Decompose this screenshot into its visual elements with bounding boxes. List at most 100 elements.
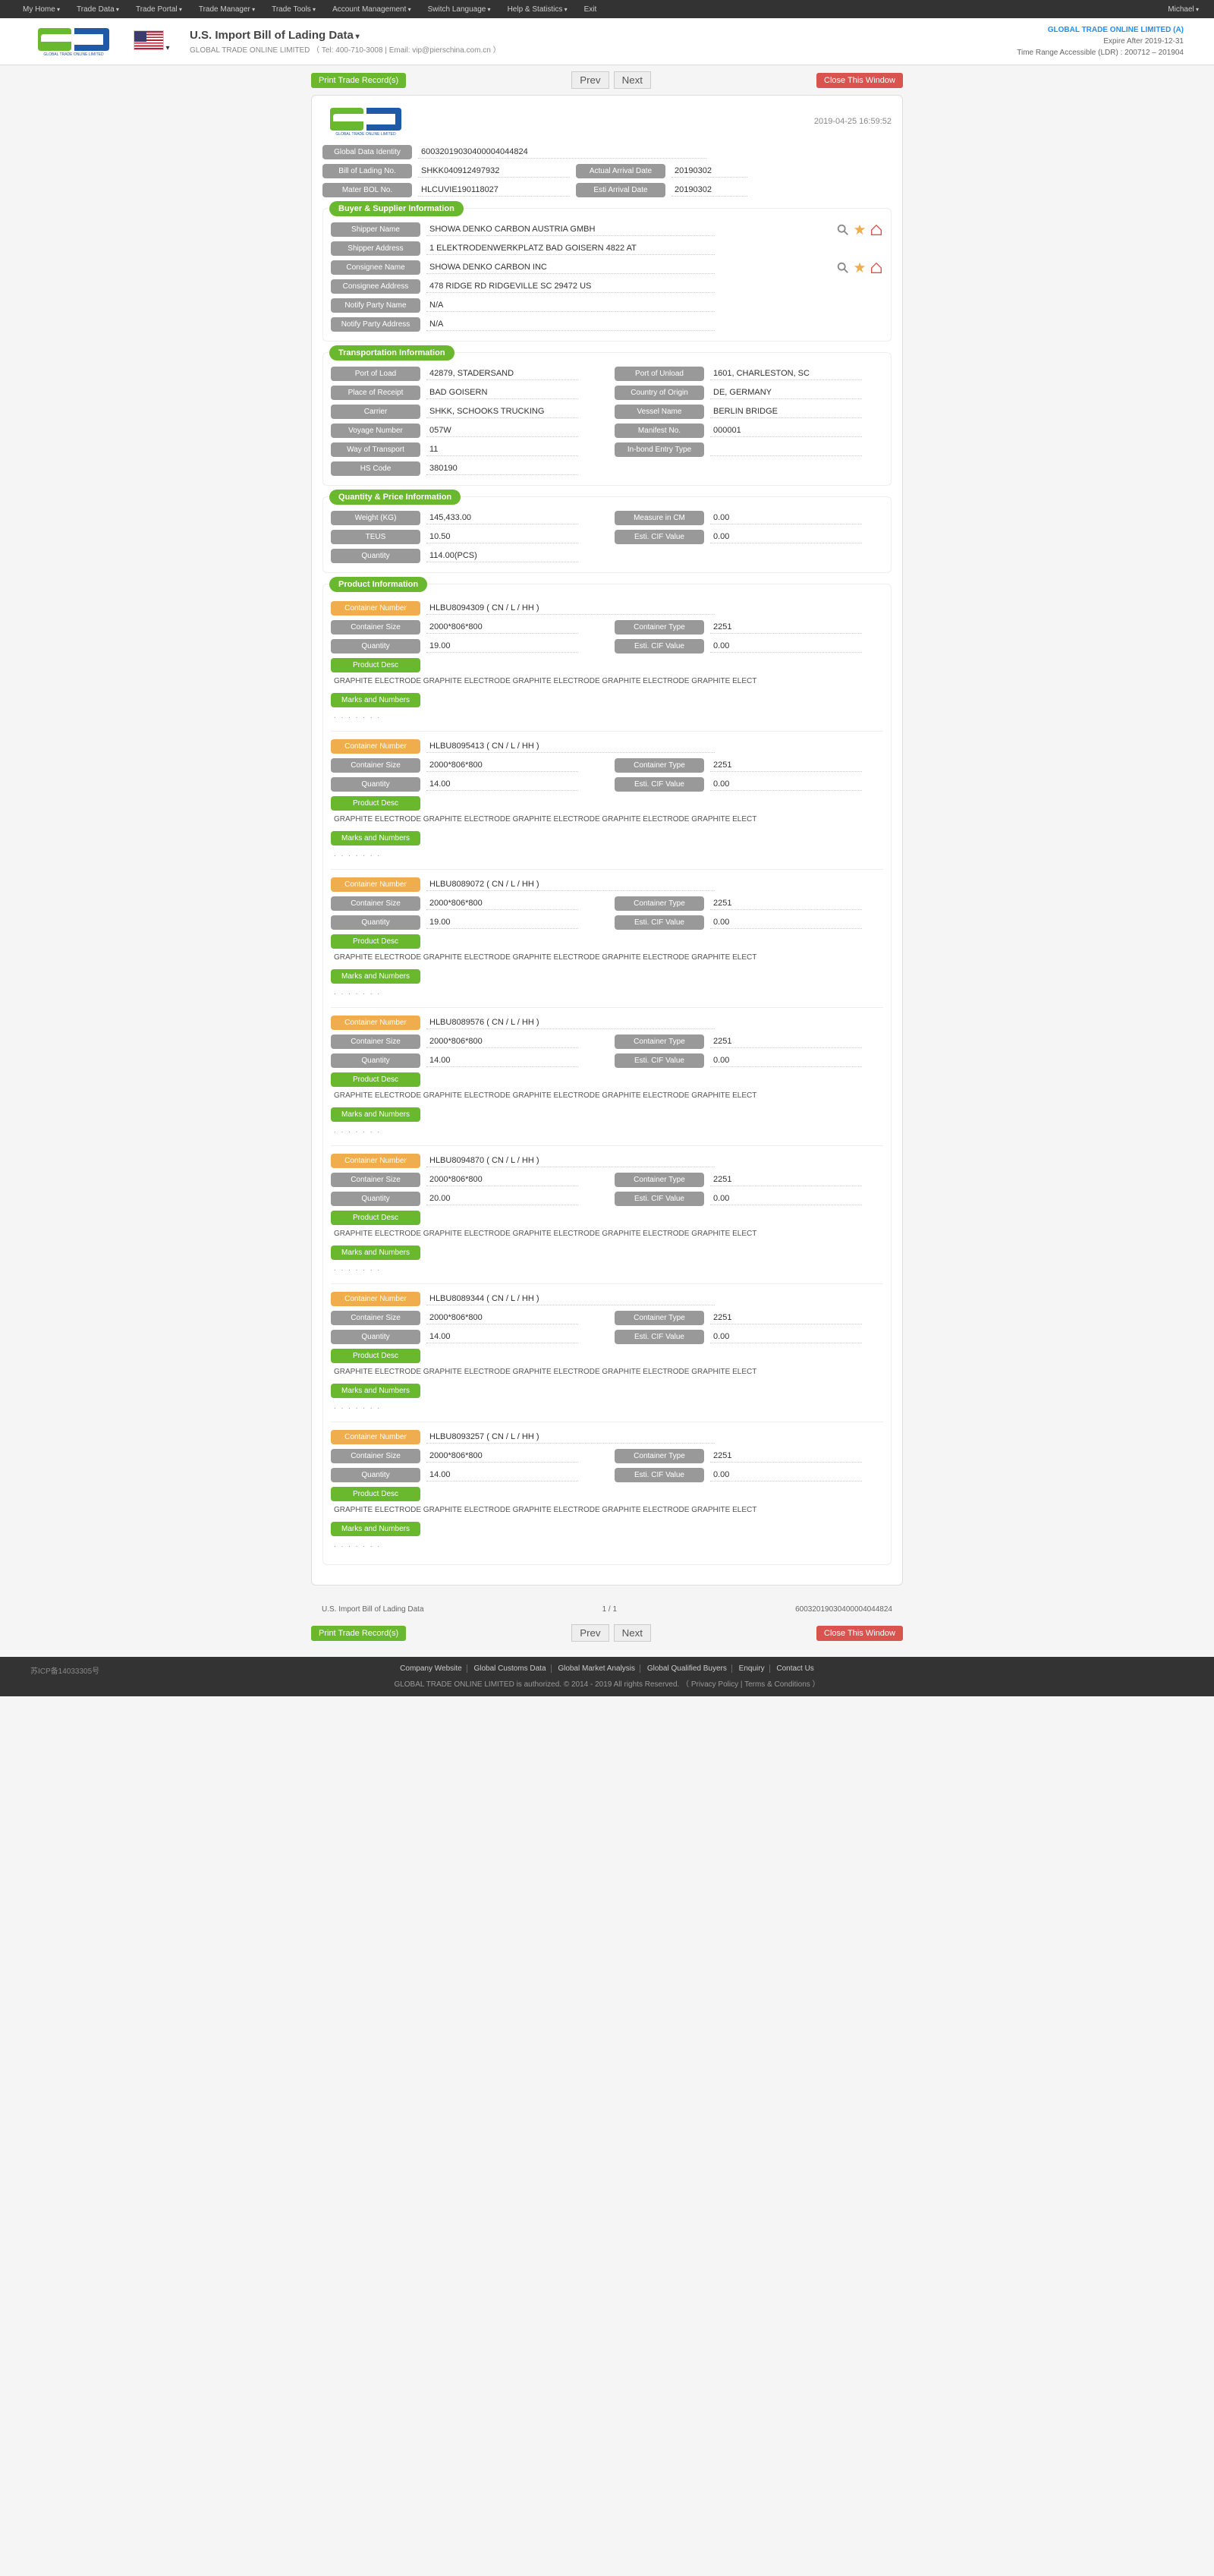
page-header: GLOBAL TRADE ONLINE LIMITED ▾ U.S. Impor… xyxy=(0,18,1214,65)
consignee-addr-value: 478 RIDGE RD RIDGEVILLE SC 29472 US xyxy=(426,280,715,293)
prev-button[interactable]: Prev xyxy=(571,71,609,89)
marks-numbers-text: . . . . . . . xyxy=(334,1264,883,1273)
star-icon[interactable] xyxy=(853,223,866,237)
nav-my-home[interactable]: My Home xyxy=(15,5,68,14)
record-footer-line: U.S. Import Bill of Lading Data 1 / 1 60… xyxy=(311,1601,903,1618)
footer-link[interactable]: Global Qualified Buyers xyxy=(643,1664,732,1673)
container-type-label: Container Type xyxy=(615,1173,704,1187)
nav-exit[interactable]: Exit xyxy=(577,5,605,14)
container-ecif-label: Esti. CIF Value xyxy=(615,1192,704,1206)
nav-trade-data[interactable]: Trade Data xyxy=(69,5,127,14)
footer-link[interactable]: Global Market Analysis xyxy=(553,1664,640,1673)
hs-value: 380190 xyxy=(426,462,578,475)
container-number-label: Container Number xyxy=(331,739,420,754)
coo-value: DE, GERMANY xyxy=(710,386,862,399)
product-desc-text: GRAPHITE ELECTRODE GRAPHITE ELECTRODE GR… xyxy=(334,1230,883,1238)
gto-logo-icon: GLOBAL TRADE ONLINE LIMITED xyxy=(322,105,414,135)
container-size-value: 2000*806*800 xyxy=(426,897,578,910)
footer-copyright: GLOBAL TRADE ONLINE LIMITED is authorize… xyxy=(0,1677,1214,1689)
marks-numbers-text: . . . . . . . xyxy=(334,1126,883,1135)
search-icon[interactable] xyxy=(836,261,850,275)
home-icon[interactable] xyxy=(870,261,883,275)
marks-numbers-text: . . . . . . . xyxy=(334,988,883,997)
container-ecif-value: 0.00 xyxy=(710,778,862,791)
container-size-label: Container Size xyxy=(331,620,420,635)
por-label: Place of Receipt xyxy=(331,386,420,400)
container-ecif-value: 0.00 xyxy=(710,1469,862,1482)
nav-switch-language[interactable]: Switch Language xyxy=(420,5,498,14)
pou-label: Port of Unload xyxy=(615,367,704,381)
footer-link[interactable]: Contact Us xyxy=(772,1664,818,1673)
container-size-label: Container Size xyxy=(331,758,420,773)
close-window-button[interactable]: Close This Window xyxy=(816,73,903,88)
user-menu[interactable]: Michael xyxy=(1168,5,1199,14)
container-number-label: Container Number xyxy=(331,1154,420,1168)
notify-addr-label: Notify Party Address xyxy=(331,317,420,332)
pager-bottom: Prev Next xyxy=(571,1624,651,1642)
next-button[interactable]: Next xyxy=(614,71,651,89)
container-size-value: 2000*806*800 xyxy=(426,759,578,772)
footer-links: Company Website Global Customs Data Glob… xyxy=(0,1664,1214,1673)
nav-trade-manager[interactable]: Trade Manager xyxy=(191,5,263,14)
prev-button-bottom[interactable]: Prev xyxy=(571,1624,609,1642)
container-type-label: Container Type xyxy=(615,1034,704,1049)
topnav-menu: My Home Trade Data Trade Portal Trade Ma… xyxy=(15,5,604,14)
ead-label: Esti Arrival Date xyxy=(576,183,665,197)
home-icon[interactable] xyxy=(870,223,883,237)
buyer-supplier-section: Buyer & Supplier Information Shipper Nam… xyxy=(322,208,892,342)
container-size-value: 2000*806*800 xyxy=(426,621,578,634)
footer-link[interactable]: Enquiry xyxy=(734,1664,770,1673)
nav-trade-portal[interactable]: Trade Portal xyxy=(128,5,190,14)
nav-trade-tools[interactable]: Trade Tools xyxy=(264,5,323,14)
nav-help-stats[interactable]: Help & Statistics xyxy=(500,5,575,14)
measure-label: Measure in CM xyxy=(615,511,704,525)
marks-numbers-label: Marks and Numbers xyxy=(331,831,420,846)
footer-link[interactable]: Company Website xyxy=(395,1664,467,1673)
print-button-bottom[interactable]: Print Trade Record(s) xyxy=(311,1626,406,1641)
container-ecif-label: Esti. CIF Value xyxy=(615,915,704,930)
ead-value: 20190302 xyxy=(671,184,747,197)
manifest-value: 000001 xyxy=(710,424,862,437)
search-icon[interactable] xyxy=(836,223,850,237)
chevron-down-icon: ▾ xyxy=(165,44,169,52)
site-footer: 苏ICP备14033305号 Company Website Global Cu… xyxy=(0,1657,1214,1696)
container-type-label: Container Type xyxy=(615,758,704,773)
record-logo: GLOBAL TRADE ONLINE LIMITED xyxy=(322,105,421,137)
container-qty-label: Quantity xyxy=(331,639,420,653)
container-size-label: Container Size xyxy=(331,1449,420,1463)
container-block: Container NumberHLBU8094870 ( CN / L / H… xyxy=(331,1145,883,1273)
container-type-value: 2251 xyxy=(710,1035,862,1048)
container-qty-label: Quantity xyxy=(331,1468,420,1482)
pou-value: 1601, CHARLESTON, SC xyxy=(710,367,862,380)
page-title-dropdown[interactable]: U.S. Import Bill of Lading Data xyxy=(190,29,1017,42)
container-block: Container NumberHLBU8089072 ( CN / L / H… xyxy=(331,869,883,997)
star-icon[interactable] xyxy=(853,261,866,275)
weight-label: Weight (KG) xyxy=(331,511,420,525)
us-flag-icon xyxy=(134,30,164,50)
pol-value: 42879, STADERSAND xyxy=(426,367,578,380)
container-block: Container NumberHLBU8094309 ( CN / L / H… xyxy=(331,598,883,720)
account-time-range: Time Range Accessible (LDR) : 200712 – 2… xyxy=(1017,47,1184,58)
container-block: Container NumberHLBU8089344 ( CN / L / H… xyxy=(331,1283,883,1411)
shipper-name-label: Shipper Name xyxy=(331,222,420,237)
container-number-label: Container Number xyxy=(331,1292,420,1306)
nav-account-mgmt[interactable]: Account Management xyxy=(325,5,419,14)
record-card: GLOBAL TRADE ONLINE LIMITED 2019-04-25 1… xyxy=(311,95,903,1586)
mbol-value: HLCUVIE190118027 xyxy=(418,184,570,197)
container-ecif-value: 0.00 xyxy=(710,1054,862,1067)
teus-label: TEUS xyxy=(331,530,420,544)
bol-label: Bill of Lading No. xyxy=(322,164,412,178)
ecif-label: Esti. CIF Value xyxy=(615,530,704,544)
container-qty-value: 14.00 xyxy=(426,1331,578,1343)
mbol-label: Mater BOL No. xyxy=(322,183,412,197)
container-number-label: Container Number xyxy=(331,1016,420,1030)
qty-value: 114.00(PCS) xyxy=(426,550,578,562)
print-button[interactable]: Print Trade Record(s) xyxy=(311,73,406,88)
qty-section-title: Quantity & Price Information xyxy=(329,490,461,505)
next-button-bottom[interactable]: Next xyxy=(614,1624,651,1642)
marks-numbers-label: Marks and Numbers xyxy=(331,1384,420,1398)
footer-link[interactable]: Global Customs Data xyxy=(469,1664,551,1673)
container-block: Container NumberHLBU8093257 ( CN / L / H… xyxy=(331,1422,883,1549)
close-window-button-bottom[interactable]: Close This Window xyxy=(816,1626,903,1641)
country-flag-dropdown[interactable]: ▾ xyxy=(129,30,175,52)
